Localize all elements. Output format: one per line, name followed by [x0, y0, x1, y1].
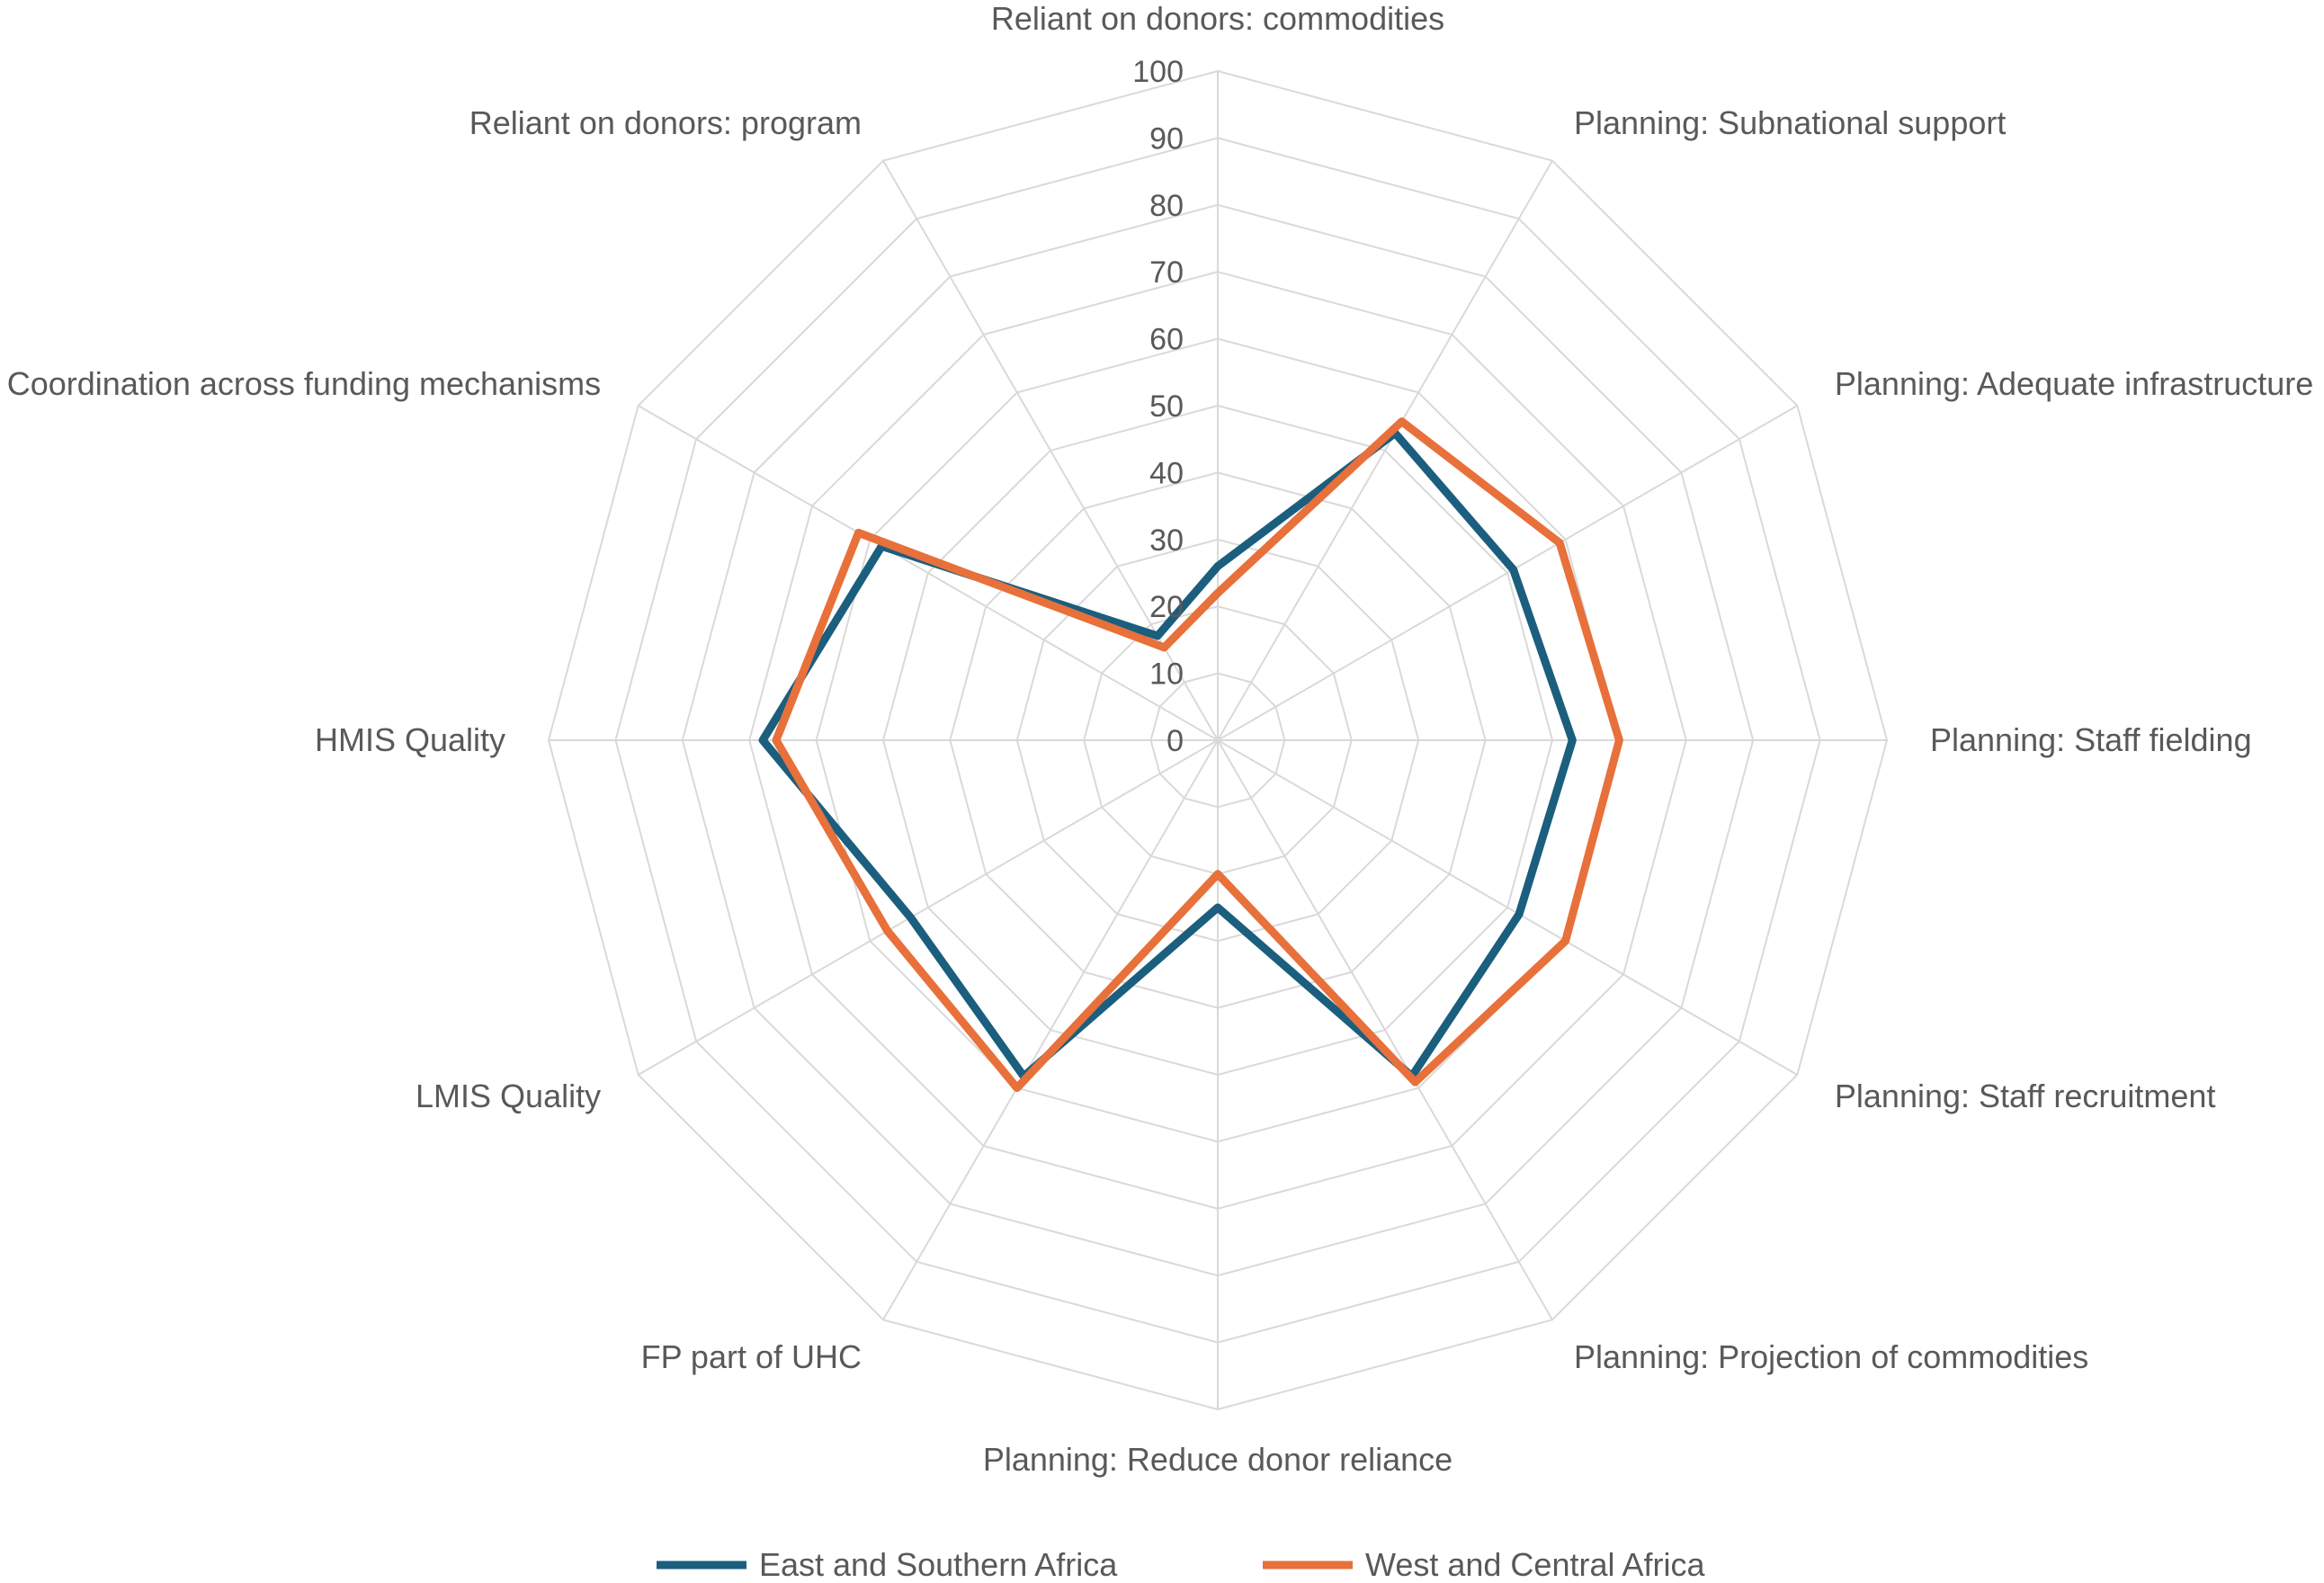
tick-label: 40	[1149, 456, 1184, 490]
tick-label: 80	[1149, 189, 1184, 223]
grid-spoke	[638, 739, 1219, 1076]
grid-spoke	[882, 739, 1219, 1320]
grid-spoke	[1217, 739, 1798, 1076]
category-label: Planning: Staff recruitment	[1835, 1078, 2216, 1114]
category-label: Planning: Reduce donor reliance	[983, 1441, 1452, 1478]
category-label: Coordination across funding mechanisms	[7, 365, 601, 402]
tick-label: 90	[1149, 121, 1184, 156]
category-label: Planning: Projection of commodities	[1574, 1338, 2088, 1375]
legend-label-0: East and Southern Africa	[759, 1546, 1118, 1583]
grid-spoke	[882, 160, 1219, 741]
radar-grid	[547, 69, 1889, 1411]
grid-spoke	[638, 405, 1219, 741]
tick-label: 100	[1132, 55, 1184, 89]
category-label: HMIS Quality	[315, 721, 505, 758]
radial-tick-labels: 0 10 20 30 40 50 60 70 80 90 100	[1132, 55, 1184, 758]
grid-spoke	[1217, 160, 1553, 741]
tick-label: 30	[1149, 523, 1184, 558]
tick-label: 60	[1149, 323, 1184, 357]
legend-label-1: West and Central Africa	[1365, 1546, 1705, 1583]
category-label: FP part of UHC	[641, 1338, 862, 1375]
tick-label: 50	[1149, 389, 1184, 424]
category-labels: Reliant on donors: commodities Planning: …	[7, 0, 2313, 1478]
tick-label: 70	[1149, 255, 1184, 290]
tick-label: 10	[1149, 657, 1184, 692]
series-line-0	[758, 429, 1577, 1081]
category-label: Planning: Subnational support	[1574, 104, 2006, 141]
radar-series	[758, 417, 1623, 1093]
category-label: LMIS Quality	[416, 1078, 601, 1114]
category-label: Reliant on donors: commodities	[991, 0, 1444, 37]
tick-label: 0	[1166, 724, 1184, 758]
grid-spoke	[1217, 405, 1798, 741]
category-label: Planning: Staff fielding	[1930, 721, 2252, 758]
chart-legend: East and Southern Africa West and Central…	[657, 1546, 1705, 1583]
category-label: Planning: Adequate infrastructure	[1835, 365, 2313, 402]
grid-spoke	[1217, 739, 1553, 1320]
series-line-1	[772, 417, 1623, 1093]
category-label: Reliant on donors: program	[469, 104, 862, 141]
tick-label: 20	[1149, 590, 1184, 624]
